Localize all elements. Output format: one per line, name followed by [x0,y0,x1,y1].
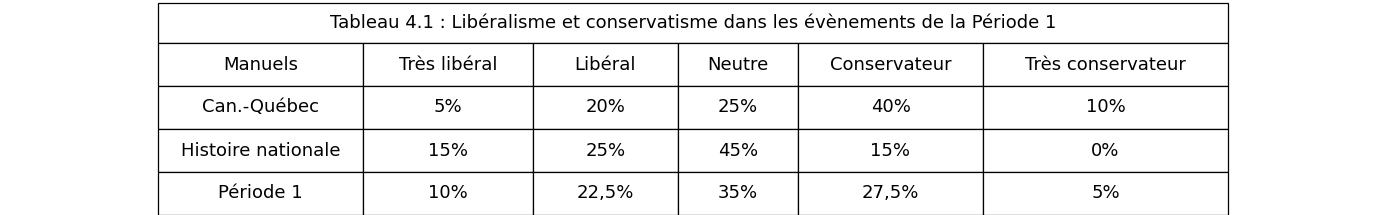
Text: 15%: 15% [870,141,911,160]
Bar [983,43,1228,86]
Bar [534,86,678,129]
Text: 10%: 10% [1085,98,1125,117]
Text: 25%: 25% [718,98,758,117]
Bar [363,172,534,215]
Bar [158,86,363,129]
Bar [798,129,983,172]
Text: Période 1: Période 1 [218,184,302,203]
Bar [983,129,1228,172]
Bar [678,172,798,215]
Text: Très conservateur: Très conservateur [1026,55,1186,74]
Text: 15%: 15% [428,141,468,160]
Bar [678,86,798,129]
Text: 0%: 0% [1091,141,1120,160]
Text: 35%: 35% [718,184,758,203]
Text: 10%: 10% [428,184,468,203]
Text: 27,5%: 27,5% [862,184,919,203]
Bar [798,86,983,129]
Text: Très libéral: Très libéral [399,55,498,74]
Text: 45%: 45% [718,141,758,160]
Bar [363,43,534,86]
Bar [678,43,798,86]
Bar [158,172,363,215]
Text: 40%: 40% [870,98,911,117]
Text: Can.-Québec: Can.-Québec [202,98,319,117]
Bar [158,3,1228,43]
Text: Tableau 4.1 : Libéralisme et conservatisme dans les évènements de la Période 1: Tableau 4.1 : Libéralisme et conservatis… [330,14,1056,32]
Bar [798,172,983,215]
Text: 25%: 25% [585,141,625,160]
Text: Conservateur: Conservateur [830,55,951,74]
Text: Manuels: Manuels [223,55,298,74]
Bar [983,86,1228,129]
Text: 5%: 5% [434,98,463,117]
Bar [983,172,1228,215]
Bar [798,43,983,86]
Text: 5%: 5% [1091,184,1120,203]
Bar [678,129,798,172]
Bar [534,129,678,172]
Bar [158,129,363,172]
Text: 20%: 20% [585,98,625,117]
Bar [158,43,363,86]
Text: Histoire nationale: Histoire nationale [180,141,340,160]
Bar [363,129,534,172]
Bar [534,43,678,86]
Text: Libéral: Libéral [575,55,636,74]
Bar [363,86,534,129]
Text: Neutre: Neutre [707,55,769,74]
Bar [534,172,678,215]
Text: 22,5%: 22,5% [577,184,635,203]
